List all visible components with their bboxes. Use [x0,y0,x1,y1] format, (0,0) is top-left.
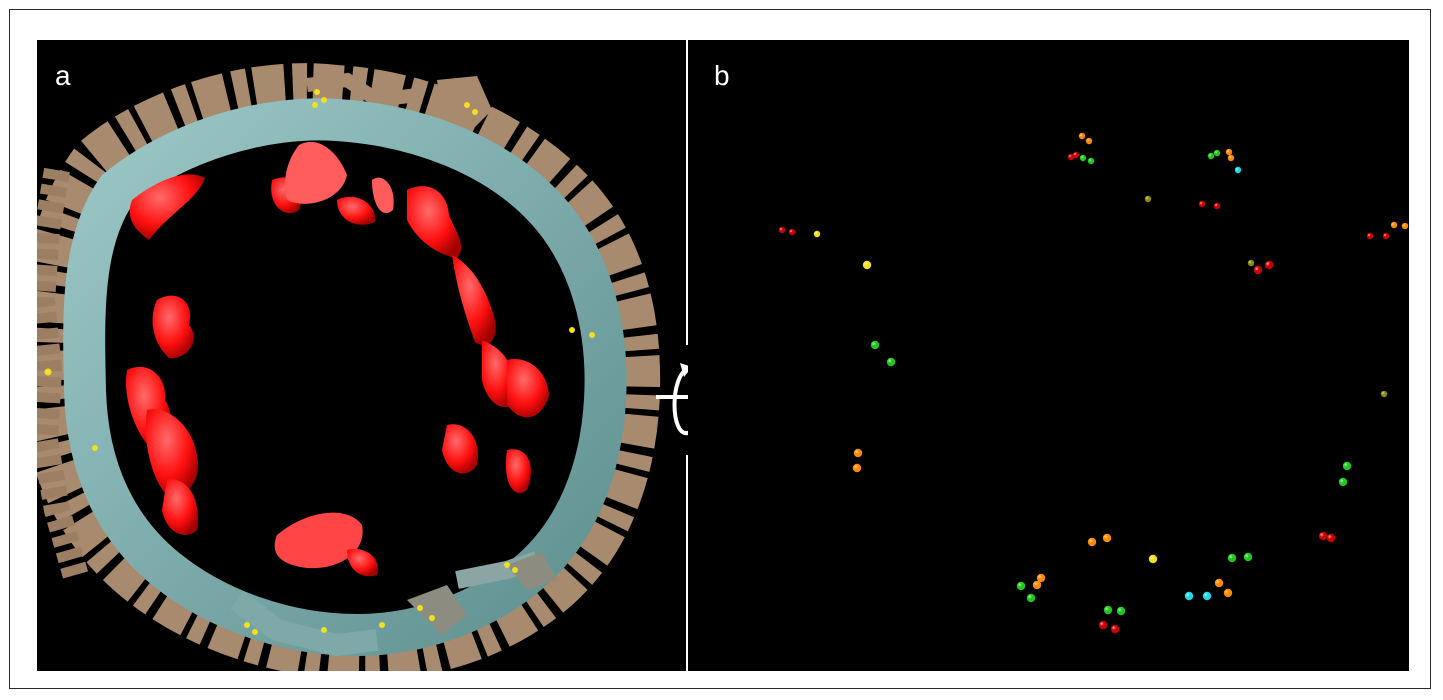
marker-highlight [1116,606,1126,616]
marker-highlight [862,260,872,270]
marker-highlight [1225,148,1233,156]
marker-highlight [1087,537,1097,547]
marker-highlight [1227,553,1237,563]
marker-highlight [1247,259,1255,267]
marker-highlight [1036,573,1046,583]
marker-highlight [886,357,896,367]
marker-highlight [1079,154,1087,162]
marker-highlight [1102,533,1112,543]
marker-highlight [1026,593,1036,603]
marker-beads [778,132,1409,634]
membrane-rendering [37,63,661,671]
marker-highlight [1326,533,1336,543]
marker-highlight [813,230,821,238]
marker-highlight [1390,221,1398,229]
marker-highlight [1072,151,1080,159]
marker-highlight [1032,580,1042,590]
marker-highlight [1214,578,1224,588]
panel-b-markers: b [688,40,1409,671]
marker-highlight [1342,461,1352,471]
panel-b-label: b [714,60,730,91]
marker-highlight [1103,605,1113,615]
marker-highlight [1401,222,1409,230]
marker-highlight [1338,477,1348,487]
marker-highlight [1382,232,1390,240]
marker-highlight [1318,531,1328,541]
marker-highlight [1198,200,1206,208]
marker-highlight [1067,153,1075,161]
panel-a-rendering: a [37,40,686,671]
marker-highlight [1213,202,1221,210]
marker-highlight [1016,581,1026,591]
marker-highlight [1234,166,1242,174]
marker-highlight [1380,390,1388,398]
marker-highlight [788,228,796,236]
marker-highlight [1148,554,1158,564]
yellow-beads [44,89,595,635]
marker-highlight [1087,157,1095,165]
marker-highlight [1243,552,1253,562]
marker-highlight [1098,620,1108,630]
marker-highlight [1366,232,1374,240]
marker-highlight [1227,154,1235,162]
marker-plot [778,132,1409,634]
marker-highlight [1202,591,1212,601]
marker-highlight [1078,132,1086,140]
marker-highlight [1207,152,1215,160]
marker-highlight [870,340,880,350]
marker-highlight [852,463,862,473]
marker-highlight [1253,265,1263,275]
marker-highlight [1144,195,1152,203]
marker-highlight [1110,624,1120,634]
marker-highlight [1223,588,1233,598]
marker-highlight [1264,260,1274,270]
marker-highlight [1213,149,1221,157]
marker-highlight [1184,591,1194,601]
marker-highlight [853,448,863,458]
red-densities [126,141,549,577]
panel-a-label: a [55,60,71,91]
marker-highlight [1085,137,1093,145]
marker-highlight [778,226,786,234]
